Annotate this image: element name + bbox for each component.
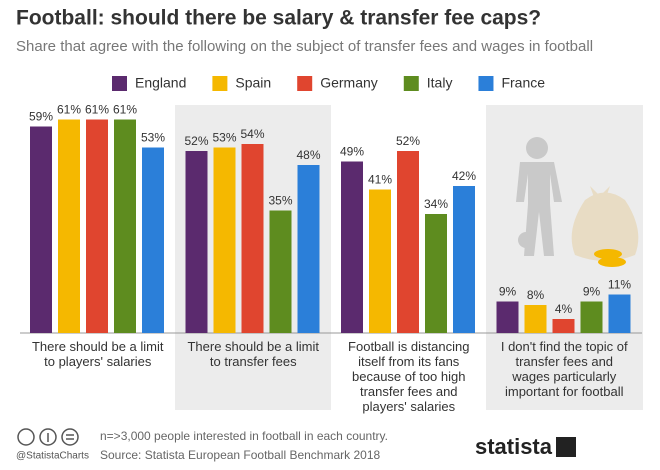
bar (341, 161, 363, 333)
data-label: 35% (268, 194, 292, 208)
category-label-box: There should be a limit to players' sala… (31, 339, 164, 369)
data-label: 61% (85, 103, 109, 117)
bar (185, 151, 208, 333)
data-label: 9% (499, 285, 517, 299)
legend-swatch (478, 76, 494, 91)
bar (269, 210, 292, 333)
data-label: 52% (184, 134, 208, 148)
x-tick-label: I don't find the topic of transfer fees … (500, 339, 628, 399)
bar (552, 319, 575, 333)
data-label: 54% (240, 127, 264, 141)
bar (58, 119, 80, 333)
bar (496, 301, 519, 333)
data-label: 11% (608, 278, 631, 292)
data-label: 8% (527, 288, 545, 302)
x-tick-label: There should be a limit to players' sala… (31, 339, 164, 369)
legend-swatch (403, 76, 419, 91)
data-label: 34% (424, 197, 448, 211)
legend-label: Italy (427, 75, 453, 91)
source: Source: Statista European Football Bench… (100, 448, 380, 462)
bar (524, 305, 547, 333)
bar (114, 119, 136, 333)
data-label: 48% (296, 148, 320, 162)
bar (608, 294, 631, 333)
logo: statista (475, 434, 553, 459)
bar (241, 144, 264, 333)
legend-swatch (212, 76, 228, 91)
legend-label: Germany (320, 75, 378, 91)
chart-subtitle: Share that agree with the following on t… (16, 38, 593, 55)
data-label: 52% (396, 134, 420, 148)
bar (397, 151, 419, 333)
data-label: 61% (57, 103, 81, 117)
handle: @StatistaCharts (16, 451, 89, 462)
legend-swatch (112, 76, 127, 91)
bar (297, 165, 320, 333)
category-label-box: Football is distancing itself from its f… (348, 339, 470, 414)
data-label: 41% (368, 173, 392, 187)
bar (213, 147, 236, 333)
bar (30, 126, 52, 333)
data-label: 4% (555, 302, 573, 316)
data-label: 59% (29, 110, 53, 124)
category-label-box: I don't find the topic of transfer fees … (500, 339, 628, 399)
data-label: 61% (113, 103, 137, 117)
data-label: 9% (583, 285, 601, 299)
category-label-box: There should be a limit to transfer fees (187, 339, 319, 369)
bar (425, 214, 447, 333)
logo-icon (556, 437, 576, 457)
legend-swatch (297, 76, 313, 91)
bar (580, 301, 603, 333)
bar (142, 147, 164, 333)
note: n=>3,000 people interested in football i… (100, 429, 388, 443)
legend-label: England (135, 75, 186, 91)
illustration (516, 137, 639, 267)
data-label: 42% (452, 169, 476, 183)
bar (86, 119, 108, 333)
bar (453, 186, 475, 333)
legend-label: France (501, 75, 545, 91)
data-label: 53% (212, 131, 236, 145)
legend-label: Spain (235, 75, 271, 91)
x-tick-label: Football is distancing itself from its f… (348, 339, 470, 414)
x-tick-label: There should be a limit to transfer fees (187, 339, 319, 369)
license-icons (17, 428, 79, 446)
data-label: 49% (340, 145, 364, 159)
bar (369, 189, 391, 333)
data-label: 53% (141, 131, 165, 145)
chart-title: Football: should there be salary & trans… (16, 7, 541, 30)
